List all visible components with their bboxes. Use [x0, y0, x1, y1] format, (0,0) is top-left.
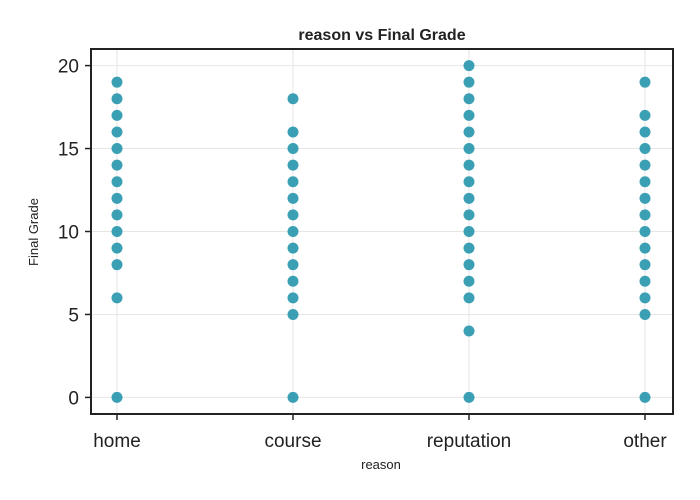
data-point [111, 143, 123, 155]
data-point [463, 143, 475, 155]
points-layer [111, 60, 651, 403]
data-point [639, 242, 651, 254]
data-point [463, 76, 475, 88]
data-point [463, 292, 475, 304]
data-point [639, 259, 651, 271]
data-point [111, 159, 123, 171]
data-point [463, 391, 475, 403]
data-point [639, 76, 651, 88]
data-point [111, 226, 123, 237]
data-point [463, 259, 475, 271]
y-tick-label: 10 [58, 223, 79, 244]
data-point [463, 325, 475, 337]
data-point [463, 126, 475, 138]
data-point [639, 109, 651, 121]
data-point [287, 292, 299, 304]
data-point [111, 292, 123, 304]
data-point [111, 242, 123, 254]
x-tick-label: other [623, 431, 667, 452]
data-point [287, 308, 299, 320]
x-tick-label: reputation [427, 431, 512, 452]
data-point [639, 209, 651, 221]
data-point [639, 226, 651, 237]
data-point [639, 126, 651, 138]
data-point [639, 143, 651, 155]
x-tick-label: home [93, 431, 141, 452]
data-point [287, 226, 299, 237]
y-axis-label: Final Grade [26, 198, 41, 266]
data-point [111, 176, 123, 188]
data-point [463, 242, 475, 254]
data-point [287, 192, 299, 204]
data-point [287, 259, 299, 271]
data-point [463, 192, 475, 204]
y-tick-label: 20 [58, 57, 79, 78]
data-point [111, 391, 123, 403]
data-point [287, 143, 299, 155]
data-point [463, 275, 475, 287]
data-point [463, 109, 475, 121]
data-point [287, 159, 299, 171]
data-point [287, 209, 299, 221]
data-point [111, 259, 123, 271]
data-point [639, 176, 651, 188]
y-tick-label: 0 [68, 388, 79, 409]
data-point [111, 192, 123, 204]
data-point [287, 93, 299, 105]
x-tick-label: course [264, 431, 321, 452]
y-tick-label: 5 [68, 305, 79, 326]
data-point [287, 391, 299, 403]
data-point [111, 109, 123, 121]
data-point [111, 126, 123, 138]
data-point [463, 226, 475, 237]
data-point [111, 76, 123, 88]
x-axis-label: reason [361, 457, 401, 472]
data-point [463, 176, 475, 188]
data-point [463, 93, 475, 105]
data-point [639, 391, 651, 403]
data-point [639, 275, 651, 287]
data-point [111, 93, 123, 105]
data-point [287, 242, 299, 254]
grid-layer [91, 49, 673, 414]
data-point [463, 209, 475, 221]
data-point [287, 126, 299, 138]
chart-title: reason vs Final Grade [298, 27, 465, 44]
data-point [639, 292, 651, 304]
data-point [287, 176, 299, 188]
data-point [287, 275, 299, 287]
data-point [639, 159, 651, 171]
y-tick-label: 15 [58, 140, 79, 161]
data-point [463, 60, 475, 72]
data-point [639, 192, 651, 204]
data-point [111, 209, 123, 221]
data-point [639, 308, 651, 320]
ticks-layer: 0 5 10 15 20 home course reputation other [58, 57, 667, 452]
data-point [463, 159, 475, 171]
